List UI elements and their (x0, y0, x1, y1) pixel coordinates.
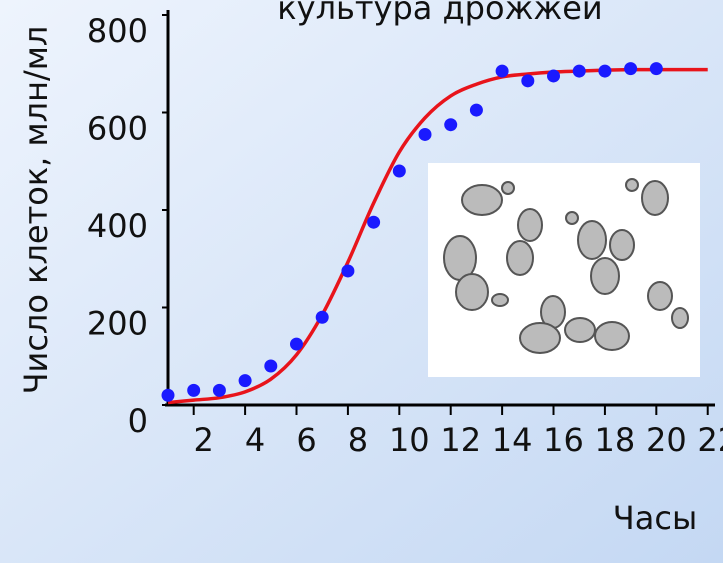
y-tick-label: 800 (87, 12, 148, 50)
y-tick-label: 200 (87, 305, 148, 343)
y-tick-label: 0 (128, 402, 148, 440)
data-point (392, 164, 406, 178)
data-point (341, 264, 355, 278)
x-tick-label: 18 (595, 421, 636, 459)
data-point (264, 359, 278, 373)
data-point (624, 62, 638, 76)
y-tick-label: 400 (87, 207, 148, 245)
yeast-photo (428, 163, 700, 377)
x-axis-label: Часы (613, 499, 697, 537)
data-point (418, 127, 432, 141)
data-point (598, 64, 612, 78)
x-tick-label: 12 (440, 421, 481, 459)
data-point (521, 74, 535, 88)
data-point (212, 383, 226, 397)
x-tick-label: 22 (697, 421, 723, 459)
x-tick-label: 4 (245, 421, 265, 459)
x-tick-label: 2 (194, 421, 214, 459)
x-tick-label: 10 (389, 421, 430, 459)
data-point (495, 64, 509, 78)
data-point (187, 383, 201, 397)
data-point (572, 64, 586, 78)
data-point (238, 374, 252, 388)
data-point (469, 103, 483, 117)
x-tick-label: 16 (543, 421, 584, 459)
data-point (367, 215, 381, 229)
x-tick-label: 8 (348, 421, 368, 459)
x-tick-label: 20 (646, 421, 687, 459)
y-tick-label: 600 (87, 110, 148, 148)
fit-curve (167, 67, 708, 405)
data-point (649, 62, 663, 76)
data-point (444, 118, 458, 132)
y-axis-label: Число клеток, млн/мл (17, 26, 55, 395)
x-tick-label: 14 (492, 421, 533, 459)
data-point (161, 388, 175, 402)
x-tick-label: 6 (296, 421, 316, 459)
data-point (290, 337, 304, 351)
chart-title: культура дрожжей (277, 0, 602, 27)
data-point (315, 310, 329, 324)
data-point (547, 69, 561, 83)
